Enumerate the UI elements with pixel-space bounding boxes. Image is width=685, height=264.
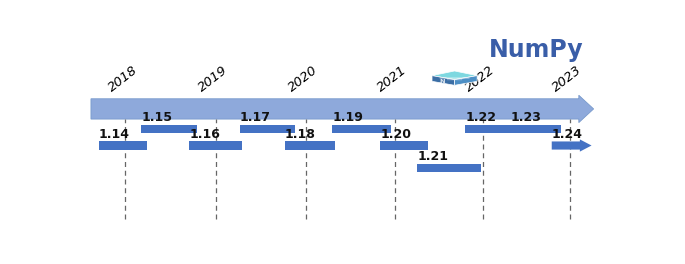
Polygon shape (432, 76, 455, 85)
FancyArrow shape (417, 164, 481, 172)
FancyArrow shape (99, 142, 147, 150)
Text: 1.18: 1.18 (285, 128, 316, 141)
FancyArrow shape (551, 139, 592, 152)
Text: 1.21: 1.21 (417, 150, 449, 163)
Text: N: N (440, 79, 445, 84)
Text: 1.24: 1.24 (551, 128, 583, 141)
Text: 1.14: 1.14 (99, 128, 130, 141)
Text: 1.22: 1.22 (465, 111, 496, 124)
Text: 2021: 2021 (375, 64, 409, 95)
FancyArrow shape (91, 95, 594, 123)
Text: 2022: 2022 (463, 64, 497, 95)
FancyArrow shape (189, 142, 242, 150)
Text: 2019: 2019 (196, 64, 230, 95)
FancyArrow shape (510, 125, 561, 133)
Text: 2018: 2018 (105, 64, 140, 95)
Polygon shape (455, 76, 477, 85)
Text: NumPy: NumPy (489, 38, 584, 62)
Text: 1.20: 1.20 (380, 128, 411, 141)
Text: 1.17: 1.17 (240, 111, 271, 124)
Polygon shape (440, 77, 470, 79)
Text: 1.15: 1.15 (141, 111, 173, 124)
FancyArrow shape (380, 142, 428, 150)
Text: 2023: 2023 (550, 64, 584, 95)
Polygon shape (447, 78, 462, 80)
FancyArrow shape (141, 125, 197, 133)
Text: 2020: 2020 (286, 64, 321, 95)
Polygon shape (432, 71, 477, 80)
Text: 1.19: 1.19 (332, 111, 363, 124)
FancyArrow shape (465, 125, 510, 133)
Text: 1.16: 1.16 (189, 128, 220, 141)
Text: 1.23: 1.23 (510, 111, 541, 124)
FancyArrow shape (285, 142, 335, 150)
FancyArrow shape (332, 125, 391, 133)
FancyArrow shape (240, 125, 295, 133)
